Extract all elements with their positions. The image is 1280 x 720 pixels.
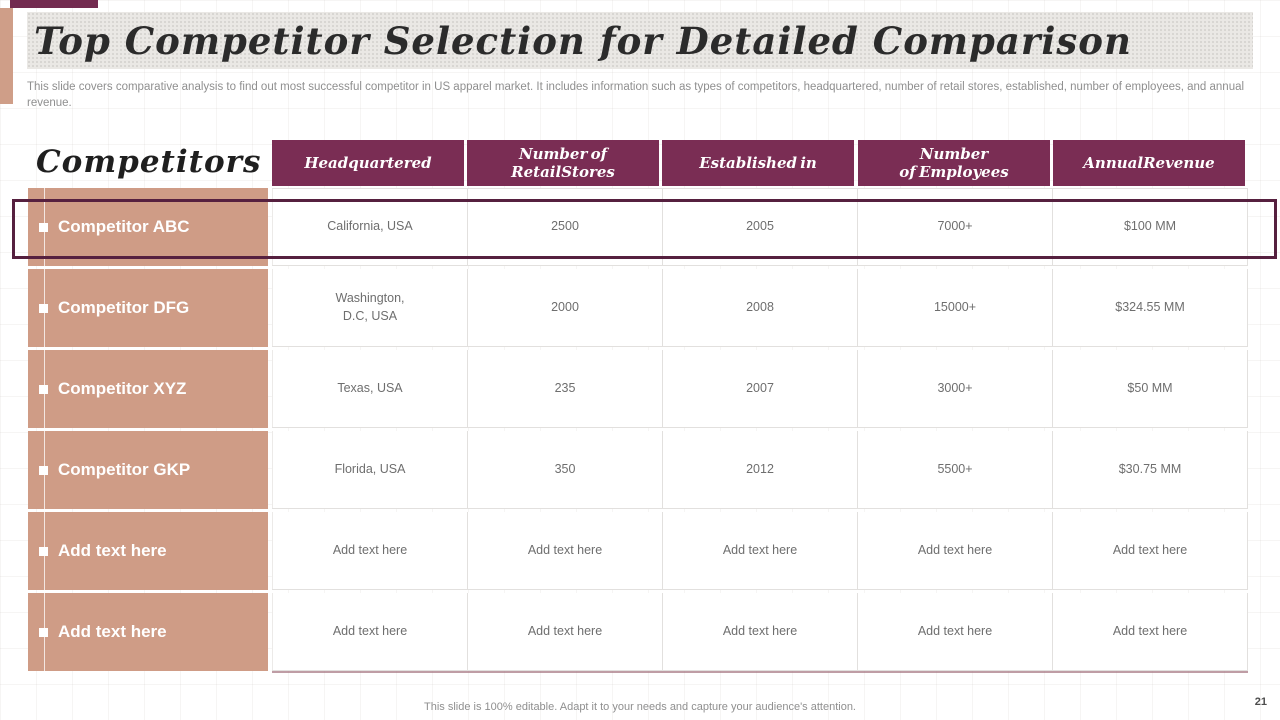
column-header-established-in: Established in [662, 140, 854, 186]
table-cell: Add text here [1053, 593, 1248, 670]
column-header-employees: Number of Employees [858, 140, 1050, 186]
square-bullet-icon [39, 303, 48, 313]
competitor-name-cell: Competitor DFG [28, 269, 268, 347]
competitor-name-label: Add text here [58, 541, 167, 560]
table-cell: 2008 [663, 269, 858, 346]
table-cell: Add text here [468, 593, 663, 670]
table-cell: 2012 [663, 431, 858, 508]
competitor-name-label: Competitor DFG [58, 298, 190, 317]
column-header-headquartered: Headquartered [272, 140, 464, 186]
page-number: 21 [1254, 696, 1267, 708]
table-cell: 235 [468, 350, 663, 427]
table-cell: Add text here [468, 512, 663, 589]
row-value-cells: Add text here Add text here Add text here A… [272, 512, 1248, 590]
table-cell: 5500+ [858, 431, 1053, 508]
table-row: Add text here Add text here Add text here A… [28, 593, 1248, 671]
table-cell: Add text here [663, 593, 858, 670]
table-cell: 2007 [663, 350, 858, 427]
table-cell: 2500 [468, 189, 663, 265]
competitor-name-label: Add text here [58, 622, 167, 641]
table-cell: 350 [468, 431, 663, 508]
left-accent-bar [0, 8, 13, 104]
row-value-cells: Washington, D.C, USA 2000 2008 15000+ $324.5… [272, 269, 1248, 347]
competitor-name-label: Competitor XYZ [58, 379, 187, 398]
title-band: Top Competitor Selection for Detailed Co… [27, 12, 1253, 69]
table-cell: $50 MM [1053, 350, 1248, 427]
square-bullet-icon [39, 384, 48, 394]
competitors-column-label: Competitors [36, 144, 262, 180]
table-cell: Washington, D.C, USA [272, 269, 468, 346]
table-cell: Add text here [858, 593, 1053, 670]
table-cell: Add text here [272, 593, 468, 670]
table-bottom-divider [272, 671, 1248, 673]
table-cell: 15000+ [858, 269, 1053, 346]
competitor-name-label: Competitor GKP [58, 460, 191, 479]
column-header-retail-stores: Number of RetailStores [467, 140, 659, 186]
table-row: Add text here Add text here Add text here A… [28, 512, 1248, 590]
table-cell: 2000 [468, 269, 663, 346]
table-cell: California, USA [272, 189, 468, 265]
footer-note: This slide is 100% editable. Adapt it to… [424, 701, 856, 713]
competitor-name-cell: Add text here [28, 512, 268, 590]
row-value-cells: Texas, USA 235 2007 3000+ $50 MM [272, 350, 1248, 428]
table-cell: $100 MM [1053, 189, 1248, 265]
table-cell: Florida, USA [272, 431, 468, 508]
row-value-cells: California, USA 2500 2005 7000+ $100 MM [272, 188, 1248, 266]
table-cell: $324.55 MM [1053, 269, 1248, 346]
table-row: Competitor DFG Washington, D.C, USA 2000 20… [28, 269, 1248, 347]
table-cell: Add text here [663, 512, 858, 589]
slide-description: This slide covers comparative analysis t… [27, 81, 1245, 109]
square-bullet-icon [39, 222, 48, 232]
column-header-annual-revenue: AnnualRevenue [1053, 140, 1245, 186]
competitor-name-cell: Competitor GKP [28, 431, 268, 509]
row-value-cells: Florida, USA 350 2012 5500+ $30.75 MM [272, 431, 1248, 509]
table-cell: Add text here [1053, 512, 1248, 589]
table-row: Competitor XYZ Texas, USA 235 2007 3000+ $50 … [28, 350, 1248, 428]
page-title: Top Competitor Selection for Detailed Co… [34, 18, 1132, 63]
competitor-name-label: Competitor ABC [58, 217, 190, 236]
competitor-name-cell: Add text here [28, 593, 268, 671]
top-accent-bar [10, 0, 98, 8]
table-cell: $30.75 MM [1053, 431, 1248, 508]
table-cell: Texas, USA [272, 350, 468, 427]
competitor-name-cell: Competitor ABC [28, 188, 268, 266]
table-cell: 2005 [663, 189, 858, 265]
table-row: Competitor ABC California, USA 2500 2005 700… [28, 188, 1248, 266]
table-cell: Add text here [858, 512, 1053, 589]
table-row: Competitor GKP Florida, USA 350 2012 5500+ $3… [28, 431, 1248, 509]
competitor-name-cell: Competitor XYZ [28, 350, 268, 428]
square-bullet-icon [39, 465, 48, 475]
square-bullet-icon [39, 546, 48, 556]
table-cell: 7000+ [858, 189, 1053, 265]
table-cell: Add text here [272, 512, 468, 589]
table-cell: 3000+ [858, 350, 1053, 427]
square-bullet-icon [39, 627, 48, 637]
row-value-cells: Add text here Add text here Add text here A… [272, 593, 1248, 671]
